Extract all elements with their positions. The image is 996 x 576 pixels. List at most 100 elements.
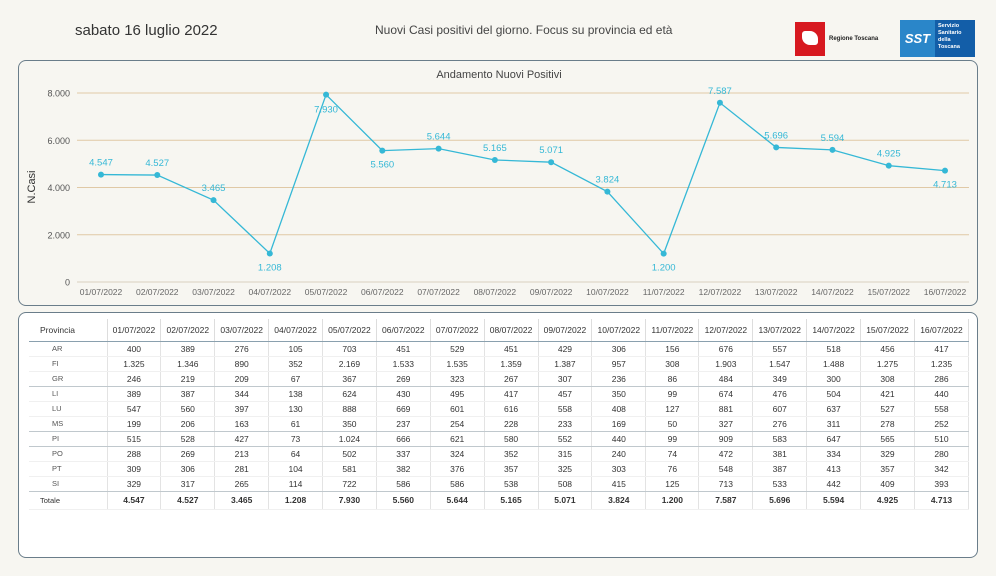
table-cell: 2.169 (322, 356, 377, 372)
table-cell: 674 (698, 386, 754, 402)
table-cell: 881 (698, 401, 754, 417)
data-point (266, 250, 273, 257)
table-cell: 99 (645, 386, 700, 402)
table-cell: 64 (268, 446, 323, 462)
regione-flag-icon (795, 22, 825, 56)
date-column-header: 03/07/2022 (214, 319, 270, 342)
province-name: PT (29, 461, 108, 477)
table-cell: 50 (645, 416, 700, 432)
table-cell: 515 (107, 431, 162, 447)
table-cell: 1.533 (376, 356, 431, 372)
data-point (98, 171, 104, 178)
province-name: FI (29, 356, 108, 372)
table-cell: 1.325 (107, 356, 162, 372)
table-cell: 510 (914, 431, 970, 447)
date-column-header: 08/07/2022 (484, 319, 539, 342)
table-cell: 1.488 (806, 356, 862, 372)
table-cell: 565 (860, 431, 915, 447)
table-cell: 586 (430, 476, 485, 492)
table-cell: 300 (806, 371, 862, 387)
total-cell: 7.587 (698, 490, 754, 510)
table-cell: 67 (268, 371, 323, 387)
table-cell: 267 (484, 371, 539, 387)
province-name: GR (29, 371, 108, 387)
table-cell: 529 (430, 341, 485, 357)
table-cell: 637 (806, 401, 862, 417)
table-cell: 1.024 (322, 431, 377, 447)
table-cell: 888 (322, 401, 377, 417)
table-cell: 329 (860, 446, 915, 462)
table-cell: 246 (107, 371, 162, 387)
table-cell: 352 (484, 446, 539, 462)
data-label: 3.465 (202, 183, 226, 194)
table-cell: 387 (160, 386, 216, 402)
y-tick-label: 8.000 (47, 89, 70, 99)
province-name: MS (29, 416, 108, 432)
table-cell: 504 (806, 386, 862, 402)
province-column-header: Provincia (29, 319, 108, 342)
table-cell: 382 (376, 461, 431, 477)
sst-logo: SST Servizio Sanitario della Toscana (900, 20, 975, 57)
table-cell: 440 (914, 386, 970, 402)
table-cell: 233 (538, 416, 593, 432)
table-cell: 228 (484, 416, 539, 432)
table-cell: 666 (376, 431, 431, 447)
table-cell: 558 (538, 401, 593, 417)
table-cell: 581 (322, 461, 377, 477)
data-point (942, 167, 948, 174)
table-cell: 518 (806, 341, 862, 357)
table-cell: 429 (538, 341, 593, 357)
date-column-header: 12/07/2022 (698, 319, 754, 342)
table-cell: 415 (591, 476, 647, 492)
data-point (885, 162, 892, 169)
table-cell: 99 (645, 431, 700, 447)
table-panel: Provincia 01/07/2022 02/07/2022 03/07/2022… (18, 312, 978, 558)
date-column-header: 14/07/2022 (806, 319, 862, 342)
table-cell: 381 (752, 446, 808, 462)
table-cell: 252 (914, 416, 970, 432)
table-cell: 409 (860, 476, 915, 492)
total-cell: 4.925 (860, 490, 915, 510)
table-cell: 528 (160, 431, 216, 447)
table-row: GR 246 219 209 67 367 269 323 267 307 236 86 484 349 3… (29, 371, 970, 387)
table-cell: 138 (268, 386, 323, 402)
table-cell: 307 (538, 371, 593, 387)
table-cell: 557 (752, 341, 808, 357)
table-row: PI 515 528 427 73 1.024 666 621 580 552 440 99 909 58… (29, 431, 970, 447)
table-row: PT 309 306 281 104 581 382 376 357 325 303 76 548 387… (29, 461, 970, 477)
table-cell: 417 (484, 386, 539, 402)
total-cell: 1.200 (645, 490, 700, 510)
table-cell: 76 (645, 461, 700, 477)
table-cell: 309 (107, 461, 162, 477)
table-cell: 337 (376, 446, 431, 462)
table-cell: 350 (322, 416, 377, 432)
x-tick-label: 13/07/2022 (755, 287, 798, 297)
table-cell: 311 (806, 416, 862, 432)
table-cell: 580 (484, 431, 539, 447)
table-cell: 408 (591, 401, 647, 417)
data-point (435, 145, 442, 152)
table-cell: 350 (591, 386, 647, 402)
sst-logo-text: Servizio Sanitario della Toscana (935, 20, 975, 57)
table-cell: 400 (107, 341, 162, 357)
table-cell: 533 (752, 476, 808, 492)
table-cell: 308 (645, 356, 700, 372)
table-cell: 329 (107, 476, 162, 492)
table-cell: 276 (214, 341, 270, 357)
table-cell: 209 (214, 371, 270, 387)
table-cell: 74 (645, 446, 700, 462)
table-cell: 254 (430, 416, 485, 432)
table-cell: 308 (860, 371, 915, 387)
date-column-header: 02/07/2022 (160, 319, 216, 342)
table-cell: 472 (698, 446, 754, 462)
table-cell: 538 (484, 476, 539, 492)
table-header-row: Provincia 01/07/2022 02/07/2022 03/07/2022… (29, 319, 970, 342)
data-point (716, 99, 723, 106)
table-cell: 86 (645, 371, 700, 387)
table-cell: 237 (376, 416, 431, 432)
date-column-header: 04/07/2022 (268, 319, 323, 342)
table-cell: 484 (698, 371, 754, 387)
table-cell: 508 (538, 476, 593, 492)
table-row: LI 389 387 344 138 624 430 495 417 457 350 99 674 476… (29, 386, 970, 402)
table-cell: 476 (752, 386, 808, 402)
